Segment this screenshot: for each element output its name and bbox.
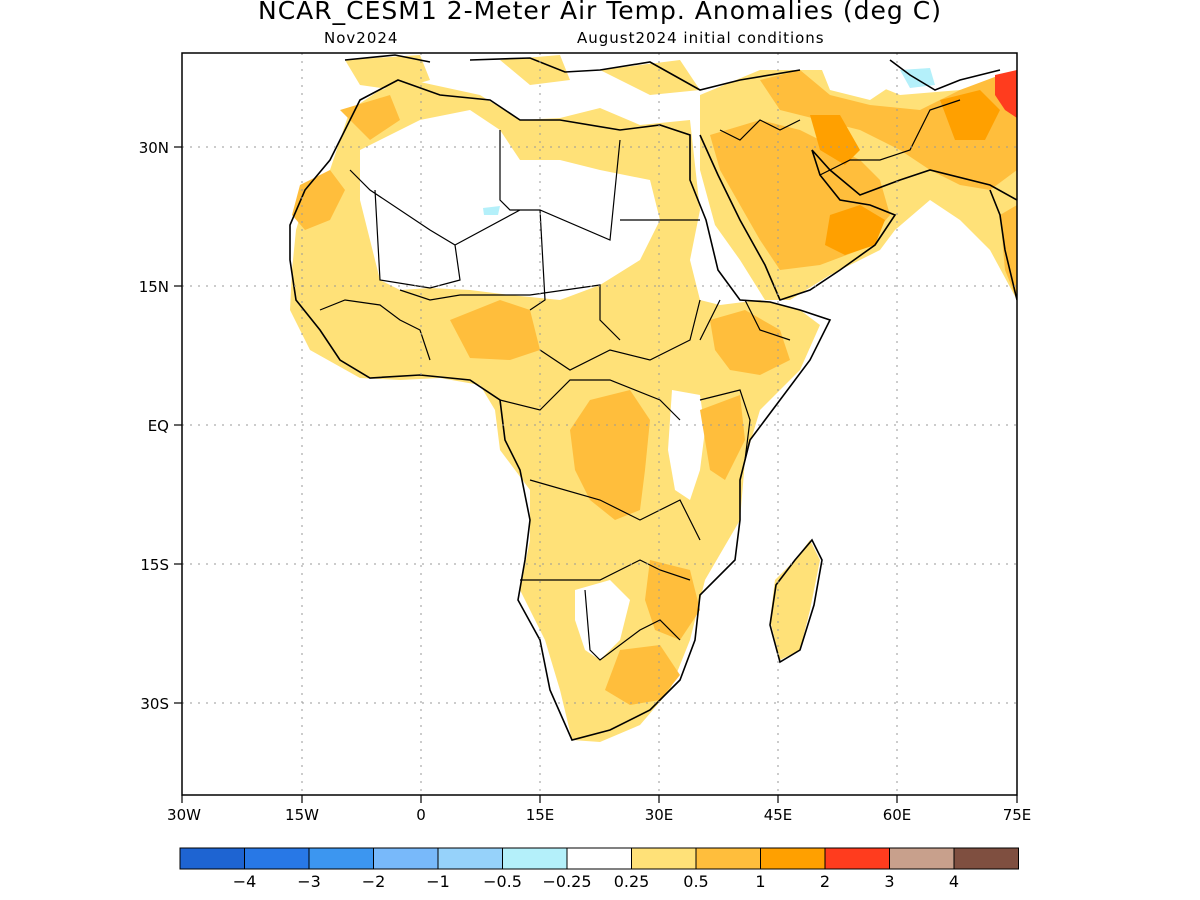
colorbar-swatch — [244, 847, 310, 870]
anomaly-light-madagascar — [770, 540, 820, 660]
colorbar-label: 0.25 — [614, 872, 650, 891]
colorbar-swatch — [437, 847, 503, 870]
forecast-month: Nov2024 — [324, 29, 399, 47]
colorbar-swatch — [760, 847, 826, 870]
lon-label: 45E — [764, 806, 793, 824]
anomaly-orange-sahel — [450, 300, 540, 360]
anomaly-darkorange-oman — [825, 205, 885, 255]
colorbar-label: 3 — [884, 872, 894, 891]
anomaly-darkorange-iraq — [810, 115, 860, 165]
colorbar-swatch — [373, 847, 439, 870]
grid-lines — [182, 53, 1017, 795]
colorbar-swatch — [502, 847, 568, 870]
colorbar-label: 0.5 — [683, 872, 708, 891]
lon-label: 15E — [526, 806, 555, 824]
country-borders — [319, 99, 961, 661]
anomaly-cyan-sahara — [483, 206, 500, 215]
lon-label: 75E — [1003, 806, 1032, 824]
lat-label: 30N — [139, 139, 169, 157]
colorbar-label: −2 — [362, 872, 386, 891]
map-title: NCAR_CESM1 2-Meter Air Temp. Anomalies (… — [258, 0, 942, 25]
colorbar-swatch — [179, 847, 245, 870]
colorbar-label: 4 — [949, 872, 959, 891]
colorbar-label: −1 — [426, 872, 450, 891]
india-coast — [989, 189, 1017, 301]
lat-labels: 30N 15N EQ 15S 30S — [139, 139, 169, 713]
colorbar-label: 1 — [755, 872, 765, 891]
lon-label: 30E — [645, 806, 674, 824]
map-frame — [181, 52, 1018, 796]
caspian-coast — [889, 59, 1001, 91]
colorbar-label: −0.5 — [483, 872, 522, 891]
map-field — [290, 55, 1017, 742]
lat-label: 15N — [139, 278, 169, 296]
lon-label: 30W — [167, 806, 201, 824]
colorbar-label: −0.25 — [542, 872, 591, 891]
anomaly-cyan-caspian — [900, 68, 935, 88]
anomaly-red-caspian — [995, 70, 1017, 118]
mediterranean-north — [344, 54, 801, 91]
anomaly-none-iran — [820, 60, 900, 100]
colorbar-swatch — [631, 847, 697, 870]
anomaly-orange-congo — [570, 390, 650, 520]
colorbar-swatch — [695, 847, 761, 870]
anomaly-light-med — [345, 55, 700, 95]
initial-conditions: August2024 initial conditions — [577, 29, 825, 47]
africa-coastline — [289, 79, 832, 741]
madagascar-coastline — [769, 538, 823, 664]
colorbar: −4 −3 −2 −1 −0.5 −0.25 0.25 0.5 1 2 3 4 — [179, 847, 1019, 891]
colorbar-label: −3 — [297, 872, 321, 891]
colorbar-swatch — [953, 847, 1019, 870]
colorbar-swatch — [308, 847, 374, 870]
lon-label: 0 — [416, 806, 426, 824]
lat-label: EQ — [148, 417, 169, 435]
lon-label: 15W — [285, 806, 319, 824]
lon-label: 60E — [883, 806, 912, 824]
colorbar-swatch — [889, 847, 955, 870]
anomaly-orange-southafrica — [605, 645, 680, 705]
border-lines — [319, 99, 961, 661]
colorbar-label: −4 — [233, 872, 257, 891]
anomaly-orange-kenya — [700, 395, 745, 480]
anomaly-orange-india — [1000, 205, 1017, 300]
arabia-coastline — [699, 134, 1017, 301]
colorbar-swatch — [824, 847, 890, 870]
colorbar-swatch — [566, 847, 632, 870]
lat-label: 30S — [140, 695, 169, 713]
anomaly-orange-nw-africa — [292, 95, 400, 230]
colorbar-label: 2 — [820, 872, 830, 891]
axis-ticks — [174, 146, 1018, 803]
lat-label: 15S — [140, 556, 169, 574]
lon-labels: 30W 15W 0 15E 30E 45E 60E 75E — [167, 806, 1031, 824]
anomaly-orange-ethiopia — [710, 310, 790, 375]
anomaly-darkorange-persia — [940, 90, 1000, 140]
coastlines — [289, 54, 1017, 741]
anomaly-none-sahara — [360, 110, 660, 300]
